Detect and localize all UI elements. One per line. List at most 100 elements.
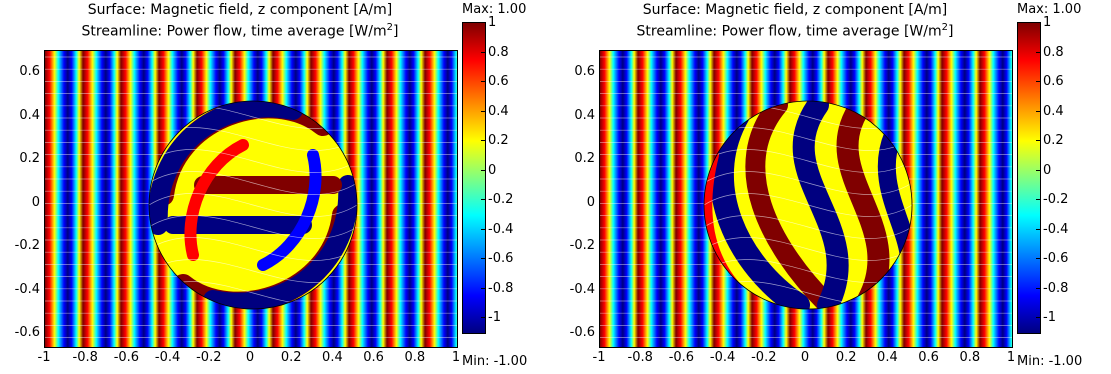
x-tick-label: -0.8 — [72, 350, 98, 365]
streamline — [149, 171, 357, 195]
colorbar-tick-label: -0.2 — [1043, 192, 1069, 207]
colorbar-tick-mark — [481, 51, 485, 53]
colorbar-tick-mark — [481, 81, 485, 82]
x-tick-label: 0.8 — [959, 350, 981, 365]
x-tick-label: -1 — [37, 350, 51, 365]
colorbar-tick-mark — [1036, 51, 1040, 53]
x-tick-label: 0.4 — [322, 350, 343, 365]
colorbar-tick-label: 0.8 — [1043, 44, 1064, 60]
colorbar-tick-label: -0.8 — [488, 280, 514, 296]
y-tick-label: 0.4 — [574, 107, 595, 123]
colorbar-tick-label: -0.8 — [1043, 280, 1069, 296]
x-tick-label: 0.2 — [280, 350, 302, 365]
colorbar-tick-mark — [1036, 81, 1040, 82]
colorbar-tick-label: 0 — [1043, 162, 1052, 178]
x-tick-label: 0.6 — [918, 350, 939, 365]
y-tick-label: -0.2 — [14, 238, 40, 253]
circular-insert — [149, 101, 357, 309]
colorbar-tick-label: 0.4 — [488, 103, 509, 119]
colorbar-tick-mark — [481, 287, 485, 289]
y-tick-label: 0.2 — [19, 151, 40, 166]
x-tick-label: 1 — [451, 350, 461, 365]
min-label: Min: -1.00 — [462, 354, 528, 369]
x-tick-label: -0.2 — [751, 350, 777, 365]
min-label: Min: -1.00 — [1017, 354, 1083, 369]
field-band — [836, 101, 890, 309]
y-tick-label: 0 — [31, 194, 40, 210]
plot-area[interactable] — [44, 50, 458, 348]
colorbar-tick-label: 0.6 — [1043, 74, 1064, 89]
streamline — [704, 149, 912, 173]
colorbar-tick-label: -0.2 — [488, 192, 514, 207]
x-tick-label: 0 — [245, 350, 255, 365]
colorbar-tick-mark — [481, 228, 485, 230]
surface-title: Surface: Magnetic field, z component [A/… — [87, 2, 393, 18]
streamline — [704, 193, 912, 217]
colorbar-tick-label: 0.8 — [488, 44, 509, 60]
colorbar-tick-mark — [1036, 110, 1040, 112]
panel-left: Surface: Magnetic field, z component [A/… — [0, 0, 555, 374]
colorbar-tick-mark — [1036, 169, 1040, 171]
field-band — [184, 139, 249, 261]
colorbar-tick-mark — [1036, 228, 1040, 230]
colorbar-tick-label: -0.4 — [1043, 221, 1069, 237]
y-tick-label: -0.4 — [569, 281, 595, 297]
x-tick-label: -0.8 — [627, 350, 653, 365]
colorbar-tick-mark — [1036, 140, 1040, 141]
streamline — [704, 215, 912, 239]
y-tick-label: -0.6 — [569, 325, 595, 340]
y-tick-label: 0.2 — [574, 151, 595, 166]
colorbar-tick-label: 0.2 — [1043, 133, 1064, 148]
field-band — [745, 101, 838, 309]
colorbar-tick-mark — [481, 110, 485, 112]
panel-right: Surface: Magnetic field, z component [A/… — [555, 0, 1110, 374]
colorbar-tick-label: 0 — [488, 162, 497, 178]
colorbar-tick-mark — [481, 169, 485, 171]
x-tick-label: -0.2 — [196, 350, 222, 365]
colorbar-tick-label: 1 — [488, 15, 497, 30]
circular-insert — [704, 101, 912, 309]
field-plot — [45, 51, 457, 347]
field-band — [257, 149, 322, 271]
streamline — [149, 193, 357, 217]
colorbar-tick-label: -1 — [488, 310, 501, 325]
field-band — [710, 103, 810, 309]
field-band — [792, 101, 849, 309]
circle-outline — [703, 100, 913, 310]
colorbar-tick-mark — [481, 199, 485, 200]
colorbar-tick-mark — [481, 317, 485, 318]
x-tick-label: -1 — [592, 350, 606, 365]
max-label: Max: 1.00 — [1017, 2, 1082, 17]
colorbar-tick-label: 0.6 — [488, 74, 509, 89]
colorbar-tick-mark — [1036, 199, 1040, 200]
streamline — [149, 237, 357, 261]
y-tick-label: 0.6 — [19, 64, 40, 79]
y-tick-label: 0 — [586, 194, 595, 210]
max-label: Max: 1.00 — [462, 2, 527, 17]
colorbar-tick-mark — [1036, 258, 1040, 259]
colorbar-tick-label: -0.6 — [488, 251, 514, 266]
colorbar-tick-label: -0.4 — [488, 221, 514, 237]
colorbar-tick-mark — [1036, 22, 1040, 23]
colorbar — [462, 22, 486, 334]
colorbar-tick-mark — [1036, 287, 1040, 289]
colorbar-tick-mark — [481, 22, 485, 23]
colorbar-tick-label: 0.4 — [1043, 103, 1064, 119]
x-tick-label: -0.4 — [154, 350, 181, 365]
x-tick-label: 0.6 — [363, 350, 384, 365]
colorbar-tick-mark — [1036, 317, 1040, 318]
colorbar-tick-label: -1 — [1043, 310, 1056, 325]
y-tick-label: -0.4 — [14, 281, 40, 297]
colorbar-tick-label: 1 — [1043, 15, 1052, 30]
colorbar-tick-label: -0.6 — [1043, 251, 1069, 266]
x-tick-label: -0.6 — [668, 350, 695, 365]
x-tick-label: 0.8 — [404, 350, 426, 365]
streamline — [704, 237, 912, 261]
y-tick-label: -0.2 — [569, 238, 595, 253]
x-tick-label: -0.4 — [709, 350, 736, 365]
y-tick-label: 0.4 — [19, 107, 40, 123]
streamline — [149, 215, 357, 239]
plot-area[interactable] — [599, 50, 1013, 348]
field-plot — [600, 51, 1012, 347]
colorbar-tick-mark — [481, 140, 485, 141]
